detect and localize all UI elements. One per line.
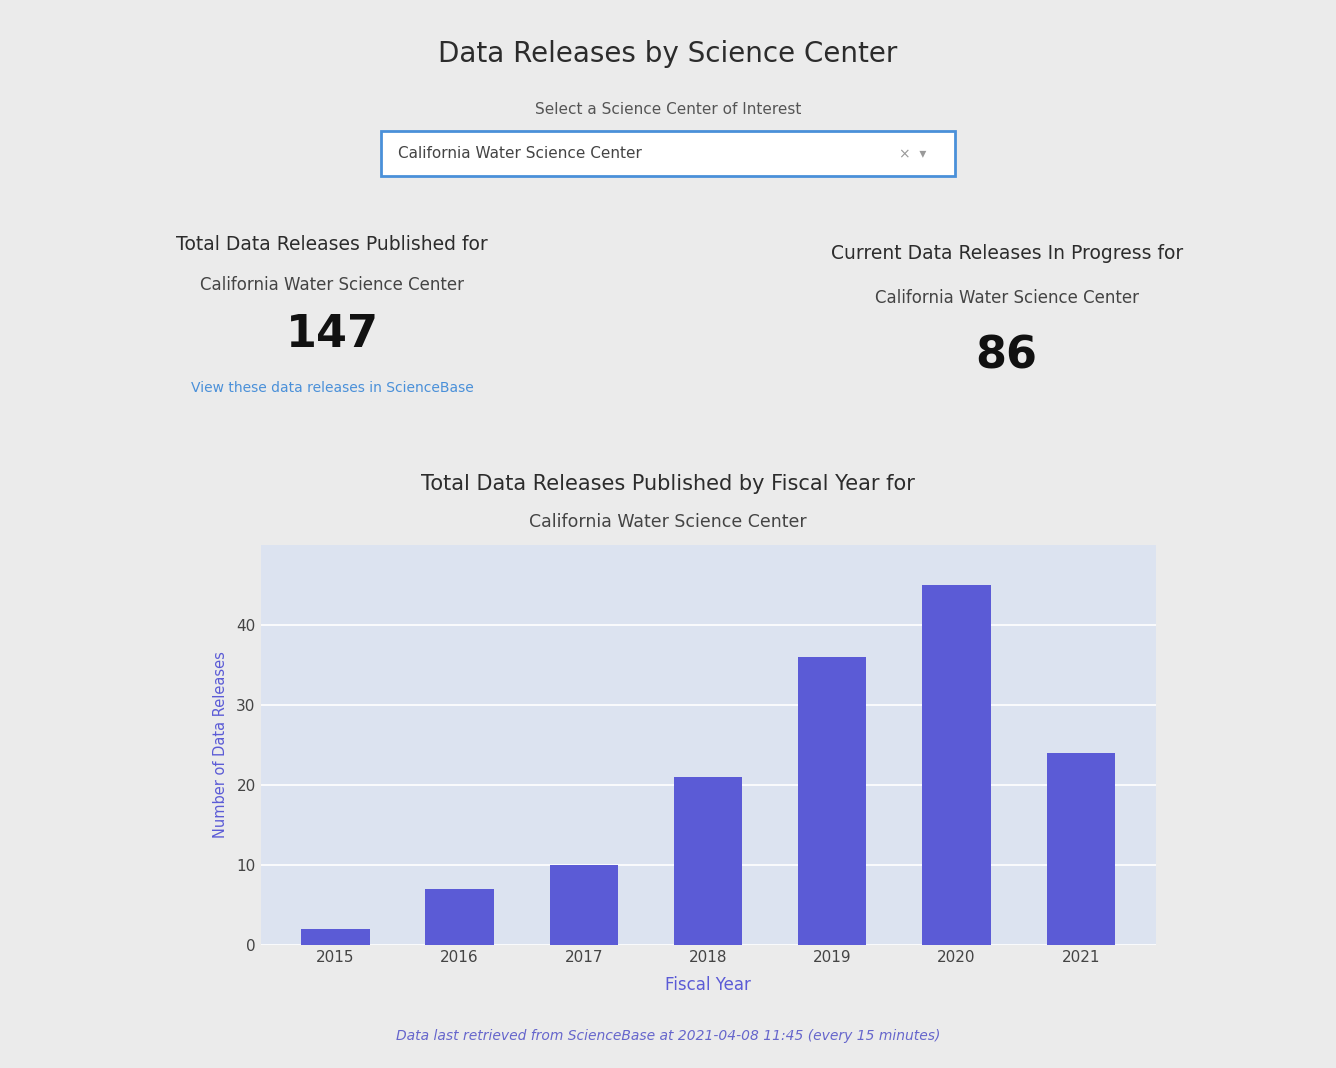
Text: 147: 147 [286, 313, 378, 356]
Text: California Water Science Center: California Water Science Center [529, 513, 807, 531]
Text: ×  ▾: × ▾ [899, 146, 927, 161]
Y-axis label: Number of Data Releases: Number of Data Releases [212, 651, 228, 838]
Text: California Water Science Center: California Water Science Center [875, 289, 1138, 307]
Text: Select a Science Center of Interest: Select a Science Center of Interest [534, 101, 802, 117]
Text: Total Data Releases Published for: Total Data Releases Published for [176, 235, 488, 254]
Text: Total Data Releases Published by Fiscal Year for: Total Data Releases Published by Fiscal … [421, 474, 915, 494]
Text: 86: 86 [975, 334, 1038, 377]
Bar [922, 585, 991, 945]
Text: California Water Science Center: California Water Science Center [200, 277, 464, 294]
Text: Data Releases by Science Center: Data Releases by Science Center [438, 41, 898, 68]
Bar [673, 778, 743, 945]
FancyBboxPatch shape [381, 131, 955, 176]
Bar [549, 865, 619, 945]
Bar [301, 929, 370, 945]
Text: Data last retrieved from ScienceBase at 2021-04-08 11:45 (every 15 minutes): Data last retrieved from ScienceBase at … [395, 1028, 941, 1042]
Text: Current Data Releases In Progress for: Current Data Releases In Progress for [831, 244, 1182, 263]
Text: View these data releases in ScienceBase: View these data releases in ScienceBase [191, 380, 473, 395]
Text: California Water Science Center: California Water Science Center [398, 146, 641, 161]
Bar [798, 657, 867, 945]
Bar [425, 889, 494, 945]
X-axis label: Fiscal Year: Fiscal Year [665, 976, 751, 994]
Bar [1046, 753, 1116, 945]
